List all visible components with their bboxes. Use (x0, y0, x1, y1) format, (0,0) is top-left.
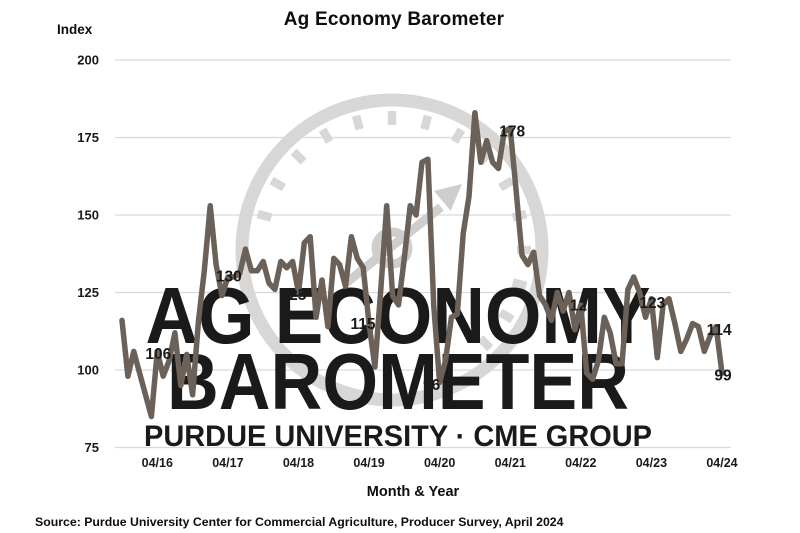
x-tick-label-04-18: 04/18 (283, 456, 314, 470)
y-tick-label-100: 100 (77, 363, 99, 378)
chart-title: Ag Economy Barometer (283, 9, 505, 30)
watermark-gauge-tick (450, 127, 466, 144)
data-label-115: 115 (351, 316, 376, 333)
y-tick-label-200: 200 (77, 53, 99, 68)
data-label-178: 178 (499, 124, 525, 141)
data-label-96: 96 (423, 377, 441, 394)
source-note: Source: Purdue University Center for Com… (35, 515, 564, 529)
x-tick-label-04-20: 04/20 (424, 456, 455, 470)
watermark-gauge-tick (498, 308, 515, 324)
data-label-123: 123 (639, 295, 665, 312)
watermark-text-barometer: BAROMETER (167, 337, 629, 426)
watermark-gauge-circle (235, 93, 549, 407)
watermark-gauge-tick (290, 148, 307, 165)
y-tick-label-175: 175 (77, 130, 99, 145)
watermark-gauge-tick (511, 278, 528, 291)
x-axis-title: Month & Year (366, 484, 460, 500)
watermark-gauge-tick (269, 176, 286, 192)
watermark-needle-arrowhead (433, 184, 462, 211)
data-label-125: 125 (281, 287, 307, 304)
x-tick-label-04-17: 04/17 (212, 456, 243, 470)
data-label-99: 99 (714, 368, 732, 385)
watermark-text-ag-economy: AG ECONOMY (146, 271, 651, 360)
watermark-gauge-tick (318, 127, 334, 144)
x-tick-label-04-16: 04/16 (142, 456, 173, 470)
watermark-gauge-tick (351, 114, 364, 131)
watermark-gauge-tick (498, 176, 515, 192)
watermark-gauge-tick (420, 114, 433, 131)
x-tick-label-04-22: 04/22 (565, 456, 596, 470)
y-tick-label-75: 75 (85, 440, 99, 455)
y-axis-title: Index (57, 22, 93, 37)
data-label-121: 121 (570, 297, 596, 314)
watermark-gauge-tick (477, 335, 494, 352)
x-tick-label-04-23: 04/23 (636, 456, 667, 470)
x-tick-label-04-21: 04/21 (495, 456, 526, 470)
data-label-114: 114 (707, 322, 732, 339)
data-label-130: 130 (216, 269, 242, 286)
watermark-gauge-tick (256, 209, 273, 222)
data-label-106: 106 (145, 346, 171, 363)
y-tick-label-150: 150 (77, 208, 99, 223)
x-tick-label-04-24: 04/24 (706, 456, 737, 470)
watermark-text-purdue-cme: PURDUE UNIVERSITY · CME GROUP (144, 420, 652, 453)
y-tick-label-125: 125 (77, 285, 99, 300)
barometer-line (119, 109, 725, 420)
x-tick-label-04-19: 04/19 (353, 456, 384, 470)
